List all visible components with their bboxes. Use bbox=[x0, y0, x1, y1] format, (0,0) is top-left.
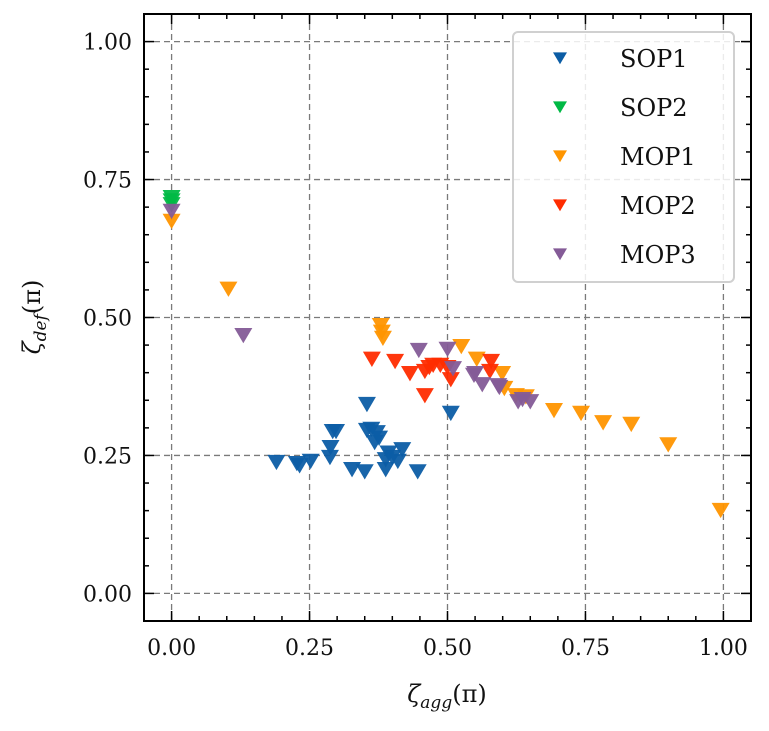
data-point-mop1 bbox=[659, 437, 678, 453]
data-point-sop1 bbox=[393, 442, 412, 458]
data-point-sop1 bbox=[388, 453, 407, 470]
legend-marker-mop2 bbox=[553, 199, 567, 212]
x-tick-label: 0.00 bbox=[147, 636, 196, 661]
data-point-mop3 bbox=[466, 366, 485, 382]
legend-marker-sop2 bbox=[553, 101, 567, 114]
data-point-sop1 bbox=[320, 449, 339, 466]
data-points bbox=[162, 190, 730, 519]
legend-label-mop2: MOP2 bbox=[620, 192, 696, 220]
y-axis-label-suffix: (π) bbox=[18, 280, 46, 315]
data-point-mop1 bbox=[493, 366, 512, 382]
data-point-mop1 bbox=[711, 502, 730, 519]
data-point-mop2 bbox=[362, 351, 381, 367]
y-tick-label: 0.75 bbox=[83, 169, 132, 194]
y-tick-label: 1.00 bbox=[83, 31, 132, 56]
x-tick-label: 0.75 bbox=[561, 636, 610, 661]
data-point-mop1 bbox=[373, 330, 392, 347]
data-point-mop3 bbox=[409, 342, 428, 359]
series-sop1 bbox=[267, 396, 460, 480]
data-point-mop1 bbox=[452, 338, 471, 355]
x-axis-label: ζagg(π) bbox=[407, 680, 486, 713]
data-point-sop1 bbox=[376, 462, 395, 478]
data-point-sop1 bbox=[321, 439, 340, 456]
data-point-mop3 bbox=[438, 341, 457, 358]
data-point-mop3 bbox=[444, 361, 463, 377]
series-mop3 bbox=[162, 203, 540, 410]
data-point-sop1 bbox=[290, 458, 309, 474]
data-point-mop1 bbox=[622, 416, 641, 433]
data-point-mop1 bbox=[467, 351, 486, 367]
data-point-sop1 bbox=[267, 454, 286, 471]
data-point-mop3 bbox=[490, 379, 509, 396]
data-point-mop3 bbox=[162, 203, 181, 220]
data-point-mop1 bbox=[545, 403, 564, 419]
data-point-sop1 bbox=[343, 462, 362, 478]
y-tick-label: 0.50 bbox=[83, 307, 132, 332]
data-point-mop1 bbox=[572, 405, 591, 422]
data-point-mop2 bbox=[415, 388, 434, 404]
x-tick-label: 0.25 bbox=[285, 636, 334, 661]
legend-label-mop3: MOP3 bbox=[620, 241, 696, 269]
x-tick-label: 0.50 bbox=[423, 636, 472, 661]
legend-marker-mop1 bbox=[553, 150, 567, 163]
data-point-sop1 bbox=[441, 405, 460, 422]
data-point-sop1 bbox=[357, 396, 376, 413]
legend-marker-mop3 bbox=[553, 248, 567, 261]
legend: SOP1 SOP2 MOP1 MOP2 MOP3 bbox=[512, 31, 735, 283]
x-axis-label-subscript: agg bbox=[420, 693, 452, 713]
data-point-sop1 bbox=[301, 453, 320, 470]
legend-label-sop2: SOP2 bbox=[620, 94, 688, 122]
legend-marker-sop1 bbox=[553, 52, 567, 65]
y-axis-label: ζdef(π) bbox=[18, 280, 51, 355]
data-point-mop2 bbox=[400, 366, 419, 382]
x-axis-label-suffix: (π) bbox=[452, 680, 487, 708]
x-tick-labels: 0.00 0.25 0.50 0.75 1.00 bbox=[147, 636, 748, 661]
data-point-mop1 bbox=[594, 415, 613, 431]
x-tick-label: 1.00 bbox=[699, 636, 748, 661]
data-point-mop1 bbox=[219, 281, 238, 297]
data-point-mop3 bbox=[234, 327, 253, 344]
data-point-mop2 bbox=[386, 353, 405, 370]
data-point-mop1 bbox=[162, 213, 181, 230]
plot-frame bbox=[143, 13, 752, 622]
legend-label-sop1: SOP1 bbox=[620, 45, 688, 73]
legend-box bbox=[512, 31, 735, 283]
y-tick-label: 0.25 bbox=[83, 444, 132, 469]
data-point-sop1 bbox=[370, 430, 389, 446]
data-point-sop1 bbox=[355, 464, 374, 480]
data-point-sop1 bbox=[408, 464, 427, 480]
y-tick-label: 0.00 bbox=[83, 582, 132, 607]
y-axis-label-subscript: def bbox=[31, 311, 51, 341]
legend-items: SOP1 SOP2 MOP1 MOP2 MOP3 bbox=[553, 45, 696, 269]
data-point-mop3 bbox=[513, 391, 532, 408]
y-tick-labels: 0.00 0.25 0.50 0.75 1.00 bbox=[83, 31, 132, 608]
legend-label-mop1: MOP1 bbox=[620, 143, 696, 171]
data-point-mop2 bbox=[482, 353, 501, 370]
x-axis-label-symbol: ζ bbox=[407, 680, 422, 708]
y-axis-label-symbol: ζ bbox=[18, 339, 46, 354]
data-point-sop1 bbox=[327, 423, 346, 440]
data-point-mop2 bbox=[441, 372, 460, 388]
data-point-mop3 bbox=[473, 377, 492, 393]
data-point-mop2 bbox=[480, 363, 499, 380]
